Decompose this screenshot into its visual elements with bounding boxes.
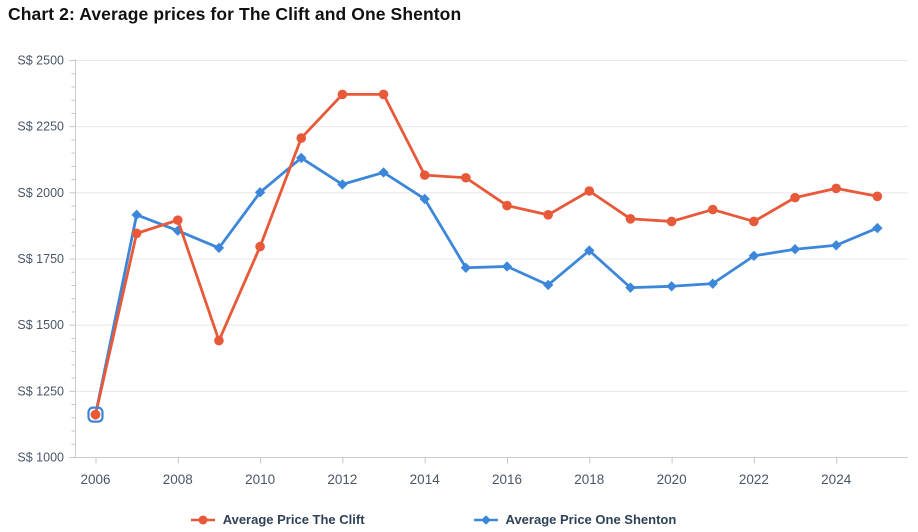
clift-data-point: [214, 335, 224, 346]
shenton-line-diamond-icon: [473, 514, 498, 525]
y-axis-label: S$ 1000: [17, 451, 64, 465]
y-axis-label: S$ 1250: [17, 384, 64, 398]
x-axis-label: 2006: [80, 472, 110, 487]
x-axis-label: 2010: [245, 472, 275, 487]
clift-data-point: [543, 210, 553, 220]
y-axis-label: S$ 2250: [17, 120, 64, 134]
x-axis-label: 2020: [657, 472, 687, 487]
x-axis-label: 2022: [739, 472, 769, 487]
clift-data-point: [749, 216, 759, 227]
clift-data-point: [707, 204, 718, 215]
clift-data-point: [831, 183, 841, 194]
clift-data-point: [872, 191, 883, 202]
shenton-data-point: [296, 152, 307, 164]
clift-data-point: [790, 192, 800, 203]
shenton-data-point: [501, 261, 513, 272]
y-axis-label: S$ 2500: [17, 54, 64, 68]
shenton-data-point: [872, 222, 883, 234]
shenton-series-line: [94, 156, 879, 417]
shenton-data-point: [460, 262, 472, 273]
x-axis-label: 2018: [574, 472, 604, 487]
clift-line-circle-icon: [190, 515, 215, 524]
clift-data-point: [131, 228, 142, 239]
shenton-data-point: [337, 179, 348, 190]
clift-data-point: [296, 133, 307, 143]
clift-data-point: [173, 215, 183, 225]
clift-data-point: [625, 214, 636, 224]
shenton-data-point: [748, 250, 760, 262]
shenton-data-point: [707, 278, 718, 289]
clift-data-point: [337, 89, 348, 100]
shenton-data-point: [625, 282, 636, 293]
shenton-data-point: [254, 187, 266, 198]
shenton-data-point: [378, 167, 389, 178]
x-axis-label: 2014: [410, 472, 441, 487]
shenton-data-point: [213, 242, 225, 254]
shenton-data-point: [831, 240, 842, 251]
clift-data-point: [584, 186, 595, 196]
clift-data-point: [90, 409, 101, 420]
clift-data-point: [502, 200, 512, 211]
x-axis-label: 2024: [821, 472, 852, 487]
x-axis-label: 2016: [492, 472, 522, 487]
y-axis-label: S$ 1750: [17, 252, 64, 266]
shenton-data-point: [789, 244, 801, 255]
x-axis-label: 2012: [327, 472, 357, 487]
shenton-data-point: [542, 279, 554, 291]
clift-series-line: [94, 93, 879, 417]
x-axis-label: 2008: [163, 472, 193, 487]
clift-data-point: [255, 241, 265, 252]
legend-item-one-shenton[interactable]: Average Price One Shenton: [473, 512, 677, 527]
legend-item-the-clift[interactable]: Average Price The Clift: [190, 512, 365, 527]
legend-label-one-shenton: Average Price One Shenton: [505, 512, 677, 527]
shenton-data-point: [419, 193, 430, 205]
y-axis-label: S$ 2000: [17, 186, 64, 200]
chart-legend: Average Price The Clift Average Price On…: [0, 512, 892, 527]
legend-label-the-clift: Average Price The Clift: [222, 512, 365, 527]
shenton-data-point: [584, 245, 595, 256]
clift-data-point: [666, 216, 677, 227]
shenton-data-point: [666, 281, 677, 292]
first-point-highlight-ring: [87, 406, 104, 423]
clift-data-point: [419, 170, 430, 180]
clift-data-point: [461, 172, 471, 183]
shenton-data-point: [131, 209, 142, 221]
chart-title: Chart 2: Average prices for The Clift an…: [8, 4, 462, 24]
y-axis-label: S$ 1500: [17, 318, 64, 332]
clift-data-point: [378, 89, 389, 100]
